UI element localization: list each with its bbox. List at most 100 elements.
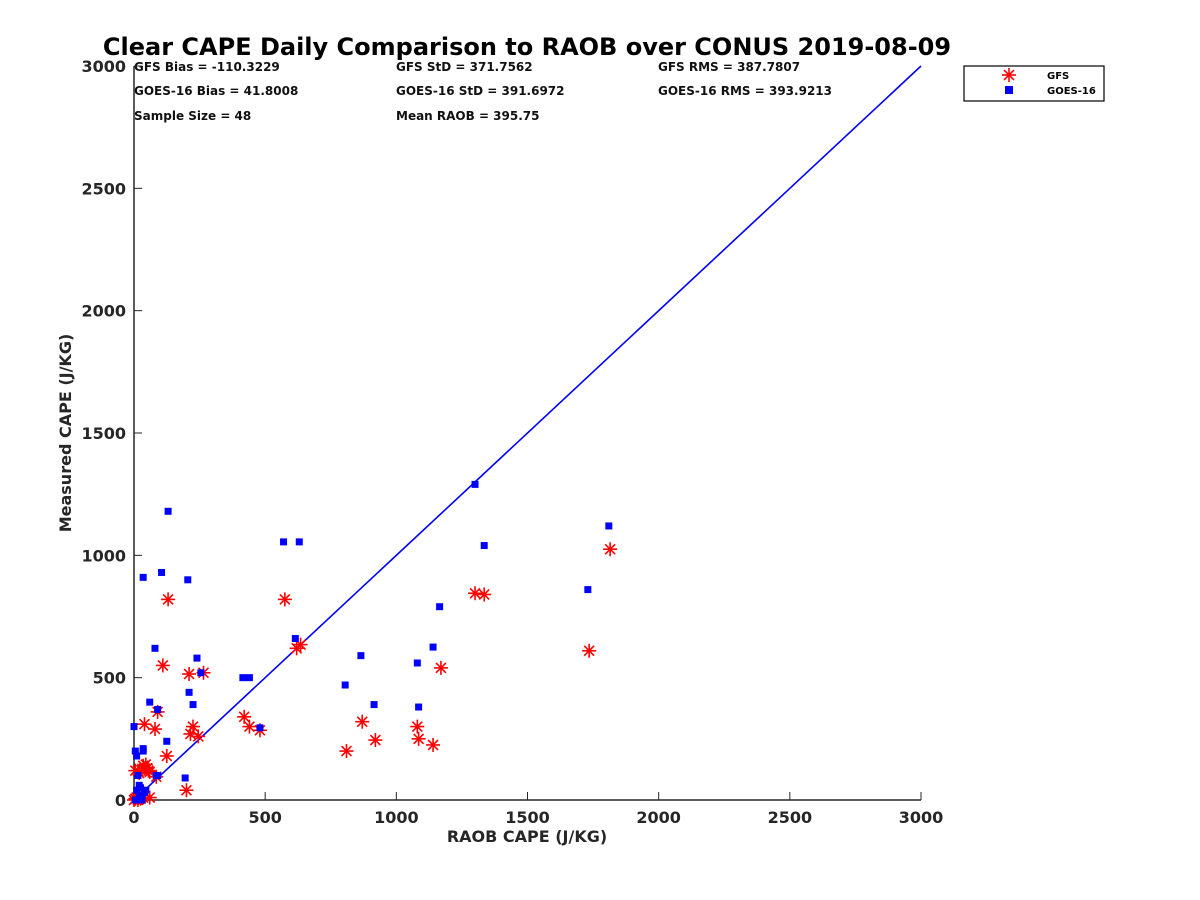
gfs-point — [155, 658, 170, 673]
goes16-point — [605, 522, 613, 530]
y-tick-label: 500 — [93, 669, 126, 688]
gfs-point — [159, 748, 174, 763]
goes16-point — [181, 774, 189, 782]
gfs-point — [137, 717, 152, 732]
y-tick-label: 1000 — [81, 546, 126, 565]
gfs-point — [410, 719, 425, 734]
x-tick-label: 500 — [248, 808, 281, 827]
x-tick-label: 2500 — [768, 808, 813, 827]
chart-title: Clear CAPE Daily Comparison to RAOB over… — [103, 33, 951, 61]
goes16-point — [239, 674, 247, 682]
legend-label-goes16: GOES-16 — [1047, 86, 1096, 97]
x-axis-label: RAOB CAPE (J/KG) — [447, 827, 607, 846]
goes16-point — [436, 603, 444, 611]
gfs-point — [237, 709, 252, 724]
stat-mean-raob: Mean RAOB = 395.75 — [396, 109, 540, 123]
goes16-point — [146, 698, 154, 706]
goes16-point — [164, 507, 172, 515]
goes16-point — [471, 480, 479, 488]
gfs-point — [433, 660, 448, 675]
goes16-point — [245, 674, 253, 682]
goes16-point — [133, 752, 141, 760]
x-tick-label: 2000 — [636, 808, 681, 827]
gfs-point — [468, 586, 483, 601]
stat-goes-rms: GOES-16 RMS = 393.9213 — [658, 84, 832, 98]
legend-marker-gfs — [1002, 68, 1016, 82]
stat-gfs-std: GFS StD = 371.7562 — [396, 60, 533, 74]
y-tick-label: 2000 — [81, 302, 126, 321]
goes16-point — [415, 703, 423, 711]
goes16-point — [133, 786, 141, 794]
one-to-one-line — [133, 65, 922, 801]
goes16-point — [163, 737, 171, 745]
goes16-point — [134, 772, 142, 780]
x-tick-label: 0 — [128, 808, 139, 827]
goes16-point — [130, 723, 138, 731]
y-axis-label: Measured CAPE (J/KG) — [56, 334, 75, 533]
gfs-point — [582, 643, 597, 658]
goes16-point — [197, 669, 205, 677]
goes16-point — [142, 786, 150, 794]
goes16-point — [341, 681, 349, 689]
scatter-points — [127, 480, 618, 807]
gfs-point — [191, 729, 206, 744]
x-tick-label: 1500 — [505, 808, 550, 827]
stat-gfs-bias: GFS Bias = -110.3229 — [134, 60, 280, 74]
gfs-point — [603, 542, 618, 557]
x-tick-label: 1000 — [374, 808, 419, 827]
goes16-point — [137, 784, 145, 792]
goes16-point — [151, 644, 159, 652]
gfs-point — [161, 592, 176, 607]
legend-marker-goes16 — [1005, 86, 1013, 94]
goes16-point — [291, 635, 299, 643]
gfs-point — [411, 731, 426, 746]
stat-goes-bias: GOES-16 Bias = 41.8008 — [134, 84, 298, 98]
y-tick-label: 0 — [115, 791, 126, 810]
stat-gfs-rms: GFS RMS = 387.7807 — [658, 60, 800, 74]
gfs-point — [368, 733, 383, 748]
goes16-point — [429, 643, 437, 651]
goes16-point — [256, 724, 264, 732]
x-tick-label: 3000 — [899, 808, 944, 827]
goes16-point — [139, 745, 147, 753]
goes16-point — [413, 659, 421, 667]
goes16-point — [185, 688, 193, 696]
gfs-point — [179, 783, 194, 798]
goes16-point — [193, 654, 201, 662]
goes16-point — [154, 772, 162, 780]
gfs-point — [355, 714, 370, 729]
gfs-point — [186, 719, 201, 734]
goes16-point — [357, 652, 365, 660]
goes16-point — [131, 796, 139, 804]
goes16-point — [480, 542, 488, 550]
gfs-point — [182, 666, 197, 681]
goes16-point — [280, 538, 288, 546]
goes16-point — [189, 701, 197, 709]
axes: 0 500 1000 1500 2000 2500 3000 0 500 1000 1500 2000… — [81, 57, 943, 827]
goes16-point — [139, 573, 147, 581]
goes16-point — [138, 796, 146, 804]
y-tick-label: 1500 — [81, 424, 126, 443]
legend-marker-gfs-glyph — [1002, 68, 1016, 82]
goes16-point — [184, 576, 192, 584]
legend: GFS GOES-16 — [963, 65, 1105, 102]
gfs-point — [426, 737, 441, 752]
gfs-point — [339, 744, 354, 759]
goes16-point — [370, 701, 378, 709]
goes16-point — [158, 568, 166, 576]
reference-line-layer — [133, 65, 922, 801]
legend-box — [963, 65, 1105, 102]
y-tick-label: 2500 — [81, 179, 126, 198]
stat-sample-size: Sample Size = 48 — [134, 109, 251, 123]
gfs-point — [477, 587, 492, 602]
gfs-point — [277, 592, 292, 607]
stat-goes-std: GOES-16 StD = 391.6972 — [396, 84, 565, 98]
goes16-point — [295, 538, 303, 546]
y-tick-label: 3000 — [81, 57, 126, 76]
gfs-point — [147, 722, 162, 737]
goes16-point — [584, 586, 592, 594]
legend-label-gfs: GFS — [1047, 71, 1069, 82]
goes16-point — [154, 705, 162, 713]
gfs-point — [242, 719, 257, 734]
